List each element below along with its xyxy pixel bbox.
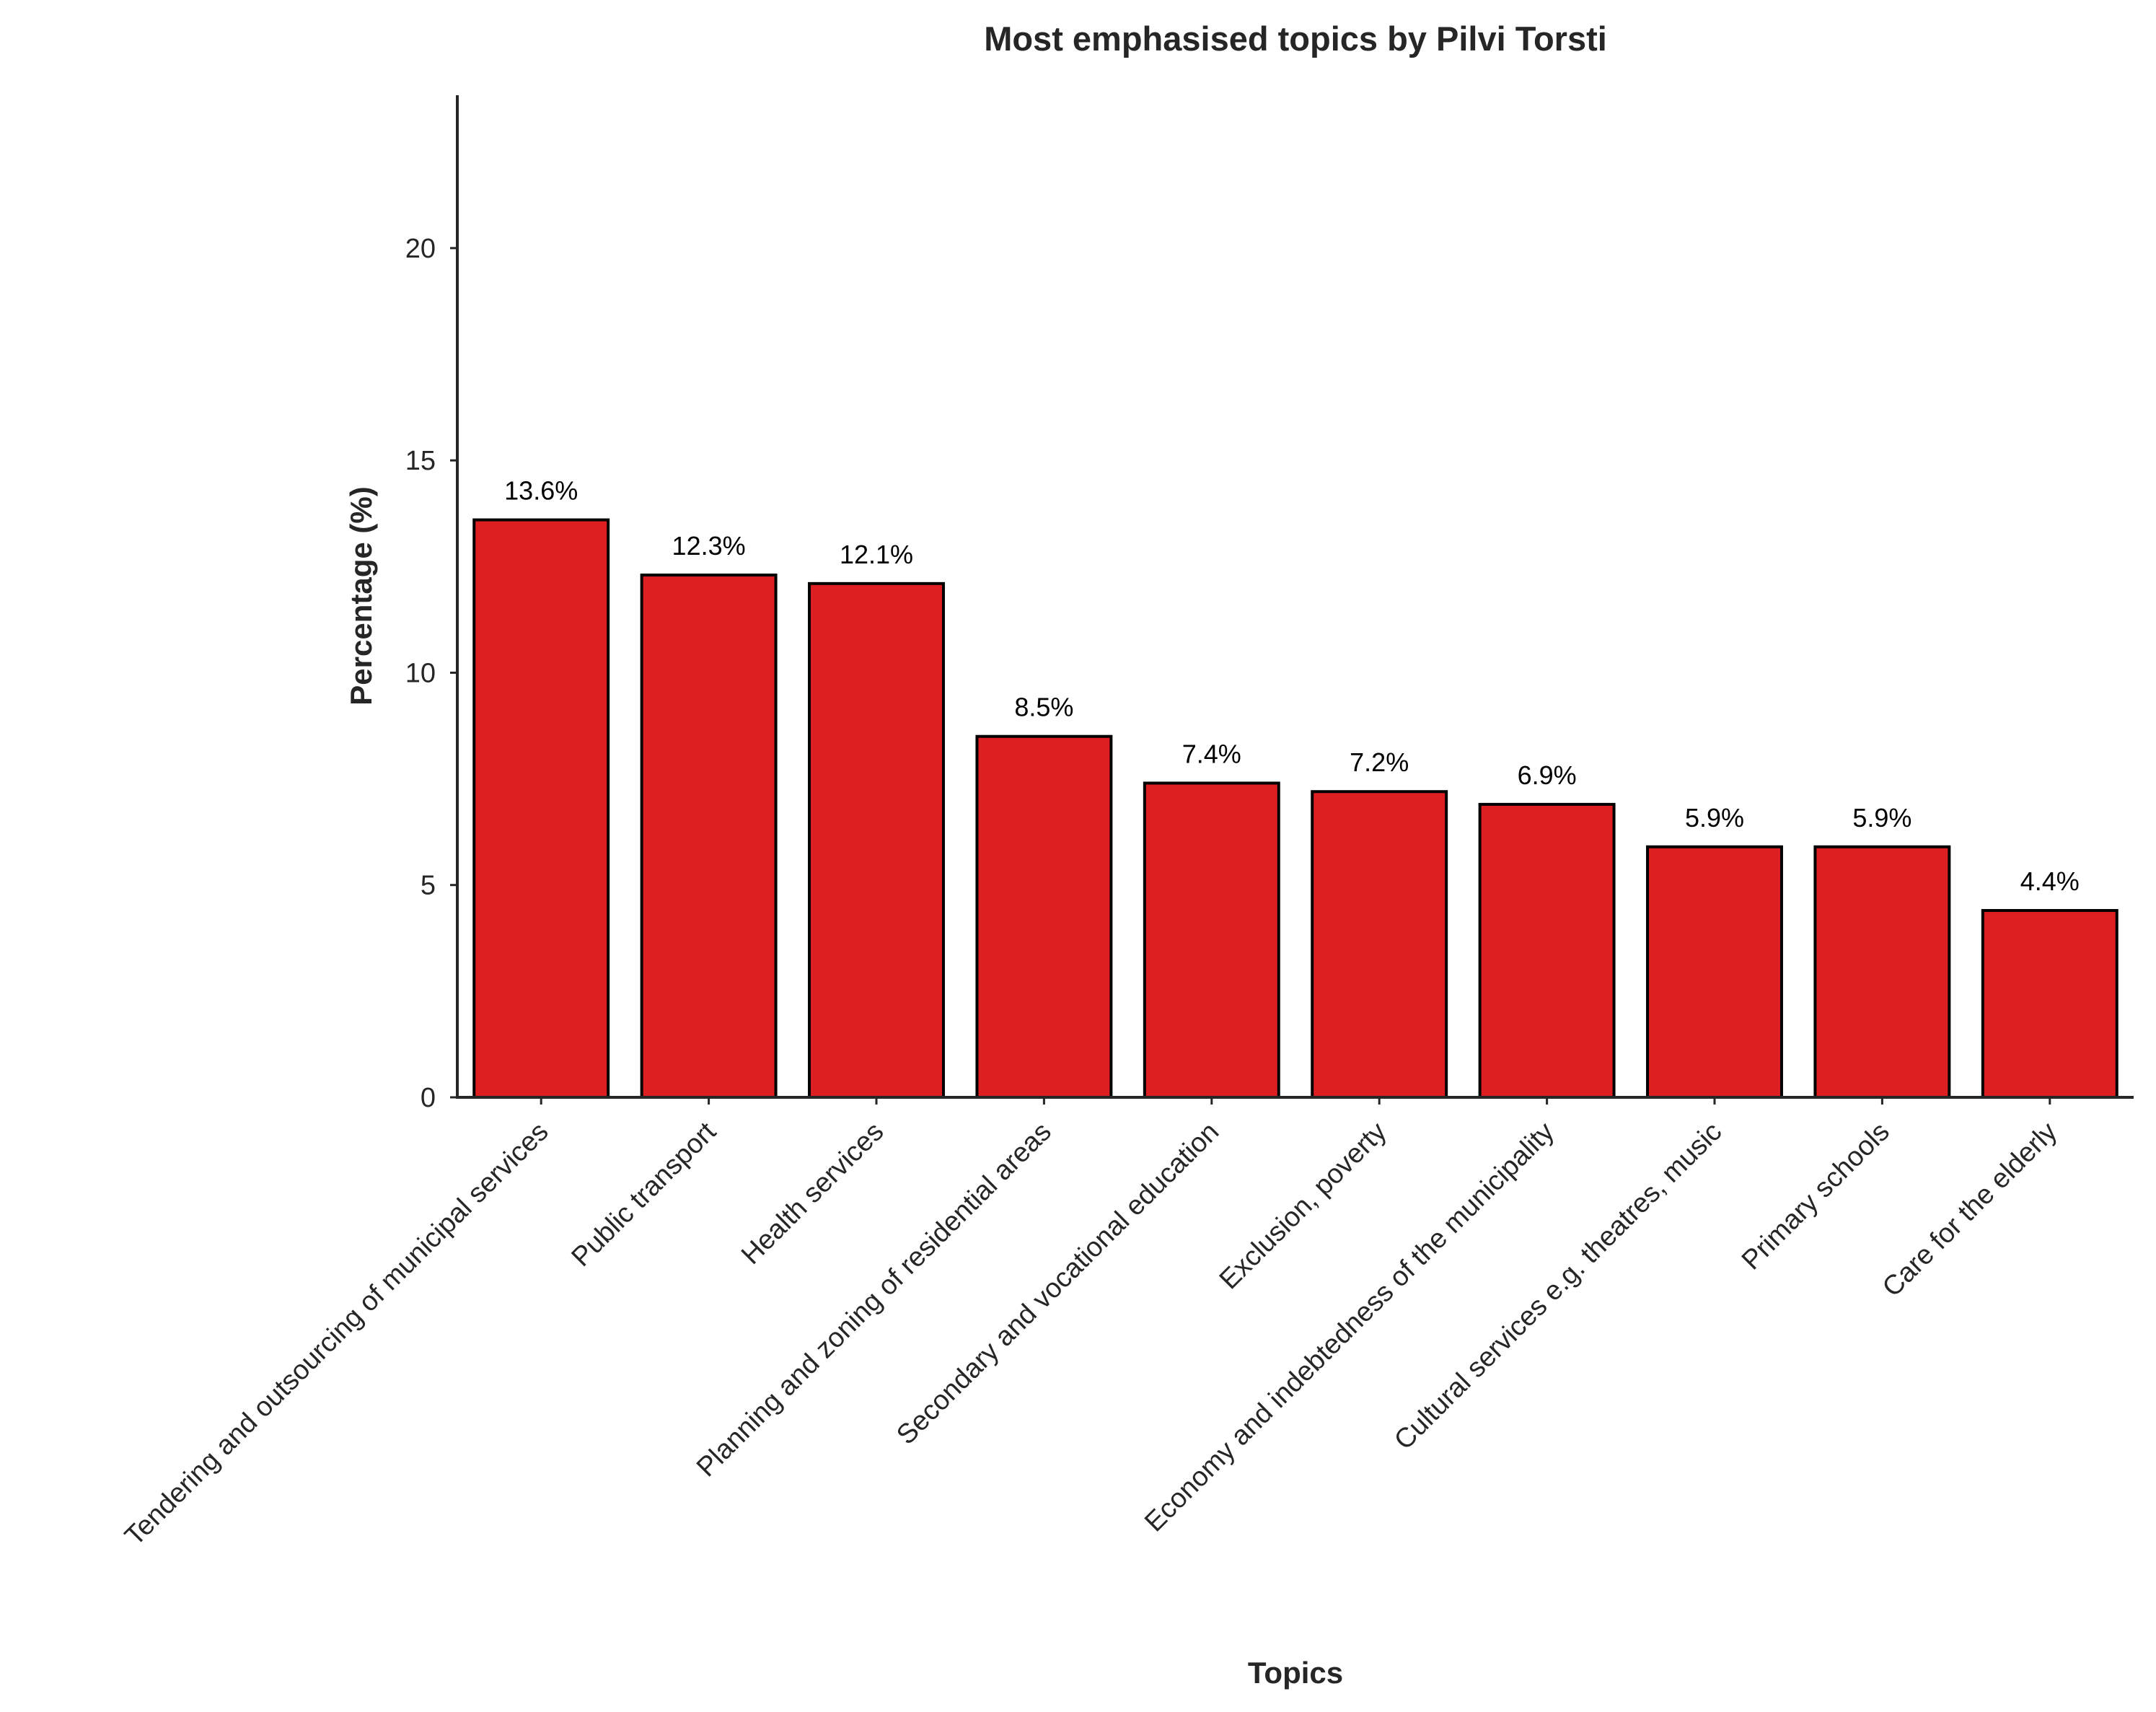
bars-layer: [472, 518, 2118, 1099]
bar: [1478, 802, 1616, 1099]
bar: [808, 581, 945, 1099]
bar-value-label: 4.4%: [2020, 866, 2080, 896]
bar-value-label: 5.9%: [1852, 803, 1911, 833]
bar: [1981, 909, 2118, 1099]
bar-value-label: 6.9%: [1518, 760, 1577, 790]
bar-value-label: 12.1%: [840, 540, 913, 569]
bar: [472, 518, 610, 1099]
value-labels-layer: 13.6% 12.3% 12.1% 8.5% 7.4% 7.2% 6.9% 5.9% 5.9% 4…: [504, 476, 2080, 896]
bar: [1143, 781, 1280, 1099]
bar-value-label: 13.6%: [504, 476, 578, 506]
bar-value-label: 7.4%: [1182, 739, 1241, 768]
y-axis-label: Percentage (%): [344, 486, 378, 705]
bar: [1813, 845, 1951, 1099]
x-axis-label: Topics: [1248, 1656, 1343, 1690]
y-tick-label: 10: [405, 658, 436, 688]
bar-value-label: 12.3%: [672, 531, 746, 561]
bar: [640, 574, 778, 1099]
chart-title: Most emphasised topics by Pilvi Torsti: [984, 19, 1607, 58]
bar-value-label: 5.9%: [1685, 803, 1744, 833]
y-tick-label: 15: [405, 446, 436, 476]
y-axis-ticks: 0 5 10 15 20: [405, 234, 457, 1113]
y-tick-label: 20: [405, 234, 436, 264]
bar-value-label: 7.2%: [1350, 747, 1409, 777]
y-tick-label: 0: [421, 1083, 436, 1113]
bar-value-label: 8.5%: [1014, 693, 1073, 722]
y-tick-label: 5: [421, 871, 436, 901]
bar: [975, 734, 1113, 1099]
bar: [1646, 845, 1783, 1099]
bar: [1311, 790, 1448, 1099]
